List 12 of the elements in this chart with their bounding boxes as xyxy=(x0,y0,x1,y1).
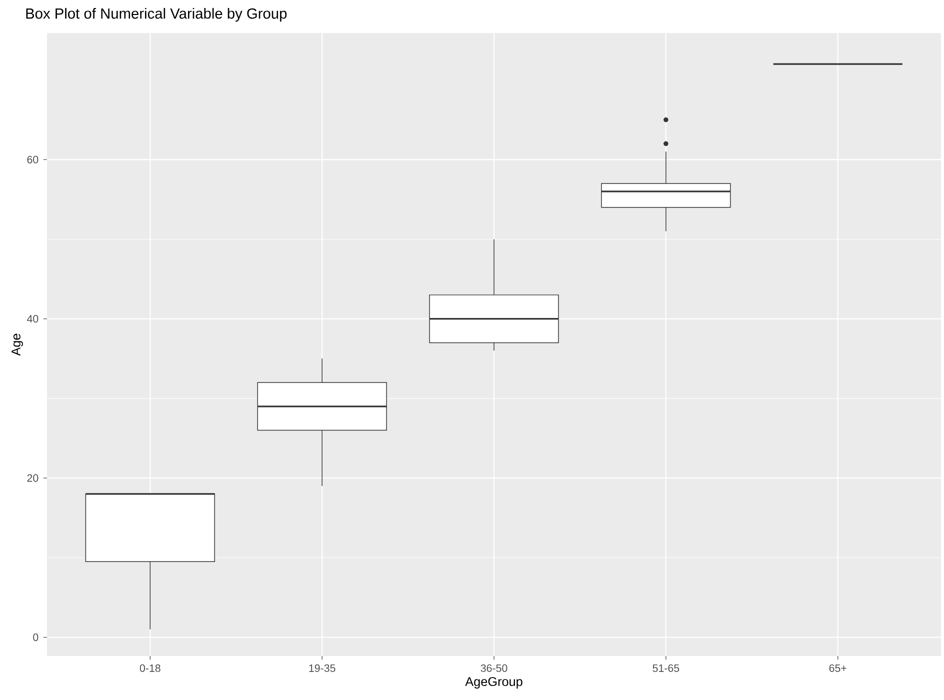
x-tick-label: 0-18 xyxy=(140,664,160,672)
y-tick-label: 40 xyxy=(27,315,38,323)
x-tick-label: 19-35 xyxy=(309,664,336,672)
y-tick-label: 20 xyxy=(27,474,38,482)
x-tick-label: 51-65 xyxy=(652,664,680,672)
y-tick-label: 0 xyxy=(33,634,38,642)
x-tick-label: 65+ xyxy=(829,664,846,672)
y-axis-title: Age xyxy=(12,334,23,356)
x-axis-title: AgeGroup xyxy=(465,677,522,689)
x-tick-label: 36-50 xyxy=(480,664,508,672)
chart-title: Box Plot of Numerical Variable by Group xyxy=(26,8,287,22)
y-tick-label: 60 xyxy=(27,156,38,164)
